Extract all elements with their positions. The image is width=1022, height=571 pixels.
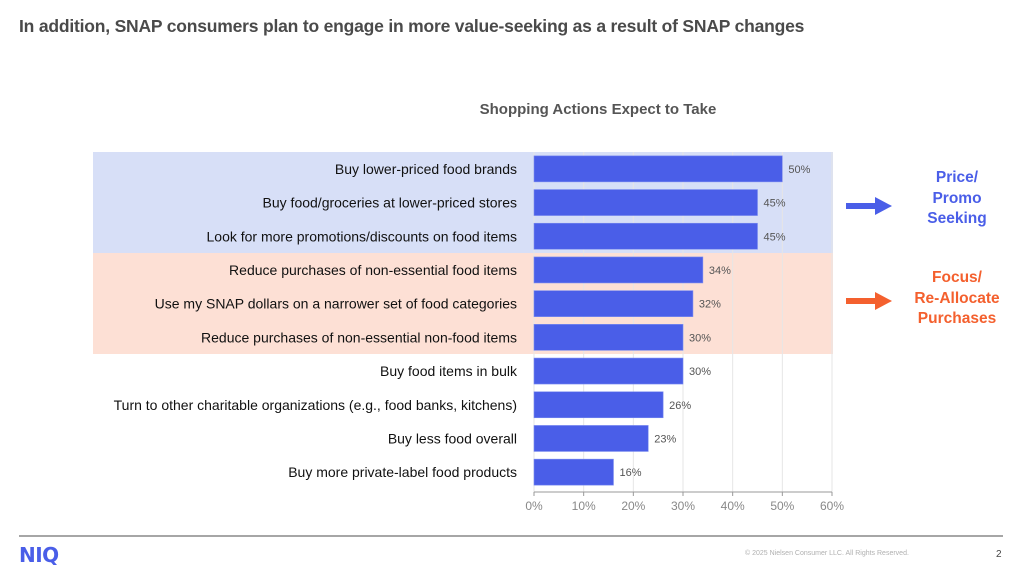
category-label: Use my SNAP dollars on a narrower set of…: [155, 296, 517, 312]
category-label: Look for more promotions/discounts on fo…: [207, 228, 518, 244]
category-label: Buy more private-label food products: [288, 464, 517, 480]
category-labels: Buy lower-priced food brands Buy food/gro…: [114, 161, 518, 480]
x-axis: 0% 10% 20% 30% 40% 50% 60%: [525, 491, 844, 513]
arrow-right-icon: [846, 197, 892, 215]
x-tick-label: 30%: [671, 499, 695, 513]
category-label: Reduce purchases of non-essential non-fo…: [201, 329, 517, 345]
x-tick-label: 40%: [721, 499, 745, 513]
bar: [533, 290, 694, 317]
price-promo-callout: Price/ Promo Seeking: [927, 169, 987, 227]
bar: [533, 357, 684, 385]
bars: [533, 155, 783, 486]
value-label: 45%: [764, 231, 786, 243]
bar: [533, 458, 614, 486]
value-label: 30%: [689, 366, 711, 378]
reallocate-band: [93, 253, 833, 354]
chart-title: Shopping Actions Expect to Take: [479, 101, 717, 118]
bar: [533, 189, 758, 216]
category-label: Buy food items in bulk: [380, 363, 518, 379]
value-label: 30%: [689, 332, 711, 344]
reallocate-callout: Focus/ Re-Allocate Purchases: [914, 269, 1000, 327]
x-tick-label: 50%: [770, 499, 794, 513]
value-label: 34%: [709, 265, 731, 277]
category-label: Buy food/groceries at lower-priced store…: [263, 195, 517, 211]
category-label: Buy less food overall: [388, 430, 517, 446]
value-label: 23%: [654, 433, 676, 445]
bar: [533, 222, 758, 250]
x-tick-label: 0%: [525, 499, 543, 513]
value-label: 26%: [669, 400, 691, 412]
footer-divider: [19, 535, 1003, 537]
copyright-text: © 2025 Nielsen Consumer LLC. All Rights …: [745, 550, 909, 557]
x-tick-label: 10%: [572, 499, 596, 513]
category-label: Buy lower-priced food brands: [335, 161, 517, 177]
page-number: 2: [996, 549, 1002, 560]
category-label: Reduce purchases of non-essential food i…: [229, 262, 517, 278]
x-tick-label: 60%: [820, 499, 844, 513]
value-label: 50%: [788, 164, 810, 176]
arrow-right-icon: [846, 292, 892, 310]
bar: [533, 425, 649, 452]
slide-title: In addition, SNAP consumers plan to enga…: [19, 16, 805, 36]
bar: [533, 155, 783, 183]
value-label: 45%: [764, 198, 786, 210]
value-label: 32%: [699, 299, 721, 311]
category-label: Turn to other charitable organizations (…: [114, 397, 517, 413]
niq-logo: NIQ: [19, 543, 59, 567]
bar: [533, 256, 704, 284]
bar: [533, 324, 684, 351]
x-tick-label: 20%: [621, 499, 645, 513]
value-label: 16%: [619, 467, 641, 479]
value-labels: 50% 45% 45% 34% 32% 30% 30% 26% 23% 16%: [619, 164, 810, 479]
bar: [533, 391, 664, 419]
